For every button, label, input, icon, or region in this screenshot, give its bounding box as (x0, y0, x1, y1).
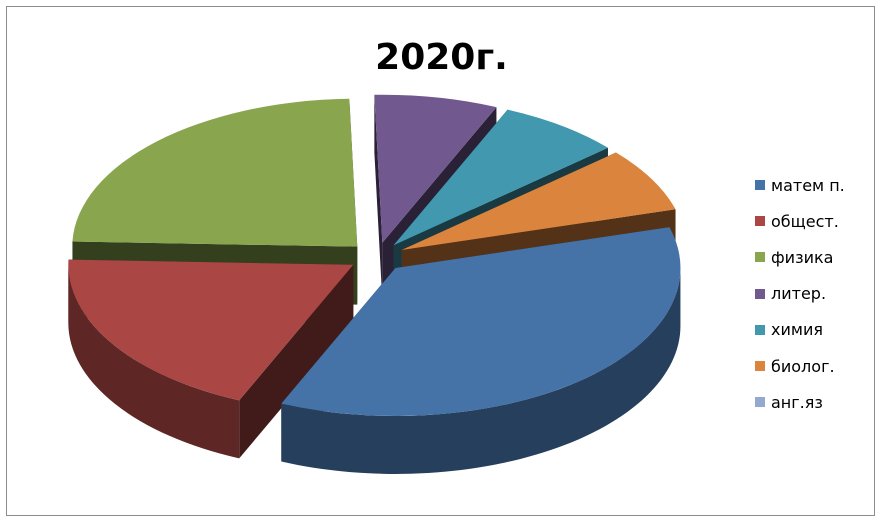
legend-label: литер. (771, 284, 827, 304)
legend-label: биолог. (771, 356, 835, 376)
legend-swatch (755, 361, 765, 372)
chart-area: 2020г. матем п. общест. физика литер. химия б… (6, 6, 875, 516)
legend-item: литер. (755, 276, 845, 312)
legend-swatch (755, 324, 765, 335)
legend-swatch (755, 180, 765, 191)
chart-title: 2020г. (375, 37, 508, 78)
legend-item: биолог. (755, 348, 845, 384)
legend-swatch (755, 252, 765, 263)
legend-label: физика (771, 247, 834, 267)
legend-item: химия (755, 312, 845, 348)
pie-slice-1 (281, 227, 681, 474)
legend-label: общест. (771, 211, 839, 231)
legend: матем п. общест. физика литер. химия биолог. а… (755, 167, 845, 420)
legend-item: физика (755, 239, 845, 275)
pie-chart (68, 94, 681, 474)
legend-item: матем п. (755, 167, 845, 203)
legend-swatch (755, 216, 765, 227)
pie-slice-2 (68, 259, 354, 459)
legend-label: химия (771, 320, 823, 340)
legend-label: анг.яз (771, 392, 823, 412)
legend-item: анг.яз (755, 384, 845, 420)
legend-label: матем п. (771, 175, 845, 195)
legend-swatch (755, 397, 765, 408)
legend-item: общест. (755, 203, 845, 239)
legend-swatch (755, 288, 765, 299)
